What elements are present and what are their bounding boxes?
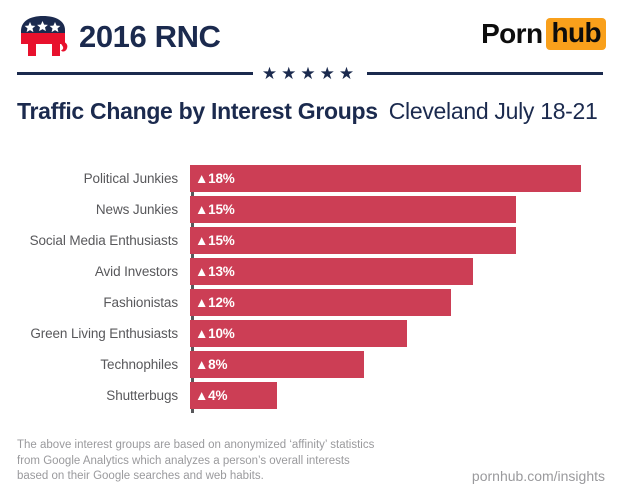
bar-category-label: Social Media Enthusiasts bbox=[29, 233, 179, 248]
brand-name-part2: hub bbox=[546, 18, 606, 50]
bar-list: Political Junkies ▲18% News Junkies ▲15% Soc… bbox=[17, 165, 603, 409]
star-divider: ★★★★★ bbox=[17, 64, 603, 82]
bar-value-label: ▲15% bbox=[195, 233, 235, 248]
title-subtitle: Cleveland July 18-21 bbox=[388, 98, 598, 124]
brand-name-part1: Porn bbox=[481, 18, 543, 49]
divider-rule-left bbox=[17, 71, 253, 75]
bar-track: ▲15% bbox=[190, 196, 603, 223]
bar-category-label: Technophiles bbox=[100, 357, 178, 372]
star-icon: ★ bbox=[319, 63, 339, 83]
footnote-line-2: from Google Analytics which analyzes a p… bbox=[17, 454, 350, 467]
bar-fill: ▲4% bbox=[190, 382, 277, 409]
footnote: The above interest groups are based on a… bbox=[17, 438, 417, 485]
bar-track: ▲13% bbox=[190, 258, 603, 285]
bar-row: Fashionistas ▲12% bbox=[17, 289, 603, 316]
bar-value-label: ▲18% bbox=[195, 171, 235, 186]
bar-track: ▲12% bbox=[190, 289, 603, 316]
bar-row: Technophiles ▲8% bbox=[17, 351, 603, 378]
bar-value-label: ▲4% bbox=[195, 388, 228, 403]
bar-category-label: Green Living Enthusiasts bbox=[30, 326, 178, 341]
bar-fill: ▲10% bbox=[190, 320, 408, 347]
bar-fill: ▲15% bbox=[190, 227, 517, 254]
footer: The above interest groups are based on a… bbox=[17, 438, 605, 494]
pornhub-logo: Porn hub bbox=[481, 18, 606, 50]
bar-track: ▲15% bbox=[190, 227, 603, 254]
bar-track: ▲4% bbox=[190, 382, 603, 409]
insights-link[interactable]: pornhub.com/insights bbox=[471, 468, 605, 484]
bar-row: Green Living Enthusiasts ▲10% bbox=[17, 320, 603, 347]
event-branding: 2016 RNC bbox=[17, 12, 221, 60]
star-icon: ★ bbox=[300, 63, 320, 83]
bar-fill: ▲18% bbox=[190, 165, 582, 192]
bar-value-label: ▲12% bbox=[195, 295, 235, 310]
bar-row: News Junkies ▲15% bbox=[17, 196, 603, 223]
bar-value-label: ▲15% bbox=[195, 202, 235, 217]
bar-row: Political Junkies ▲18% bbox=[17, 165, 603, 192]
page-title: Traffic Change by Interest Groups Clevel… bbox=[17, 98, 607, 128]
header: 2016 RNC Porn hub bbox=[0, 0, 620, 62]
gop-elephant-icon bbox=[17, 14, 69, 58]
bar-value-label: ▲8% bbox=[195, 357, 228, 372]
star-icon: ★ bbox=[281, 63, 301, 83]
bar-category-label: Avid Investors bbox=[94, 264, 178, 279]
bar-value-label: ▲10% bbox=[195, 326, 235, 341]
bar-row: Social Media Enthusiasts ▲15% bbox=[17, 227, 603, 254]
bar-fill: ▲8% bbox=[190, 351, 364, 378]
bar-category-label: Shutterbugs bbox=[106, 388, 178, 403]
bar-category-label: Political Junkies bbox=[83, 171, 178, 186]
bar-row: Avid Investors ▲13% bbox=[17, 258, 603, 285]
bar-value-label: ▲13% bbox=[195, 264, 235, 279]
divider-stars: ★★★★★ bbox=[253, 65, 367, 82]
footnote-line-1: The above interest groups are based on a… bbox=[17, 439, 375, 451]
bar-track: ▲10% bbox=[190, 320, 603, 347]
bar-chart: Political Junkies ▲18% News Junkies ▲15% Soc… bbox=[17, 165, 603, 415]
bar-fill: ▲13% bbox=[190, 258, 473, 285]
star-icon: ★ bbox=[338, 63, 359, 83]
bar-category-label: Fashionistas bbox=[103, 295, 178, 310]
star-icon: ★ bbox=[261, 63, 282, 83]
title-main: Traffic Change by Interest Groups bbox=[17, 98, 378, 124]
bar-fill: ▲12% bbox=[190, 289, 451, 316]
bar-row: Shutterbugs ▲4% bbox=[17, 382, 603, 409]
event-title: 2016 RNC bbox=[79, 18, 221, 54]
bar-track: ▲18% bbox=[190, 165, 603, 192]
footnote-line-3: based on their Google searches and web h… bbox=[17, 470, 264, 482]
bar-category-label: News Junkies bbox=[95, 202, 178, 217]
bar-track: ▲8% bbox=[190, 351, 603, 378]
divider-rule-right bbox=[367, 71, 603, 75]
bar-fill: ▲15% bbox=[190, 196, 517, 223]
